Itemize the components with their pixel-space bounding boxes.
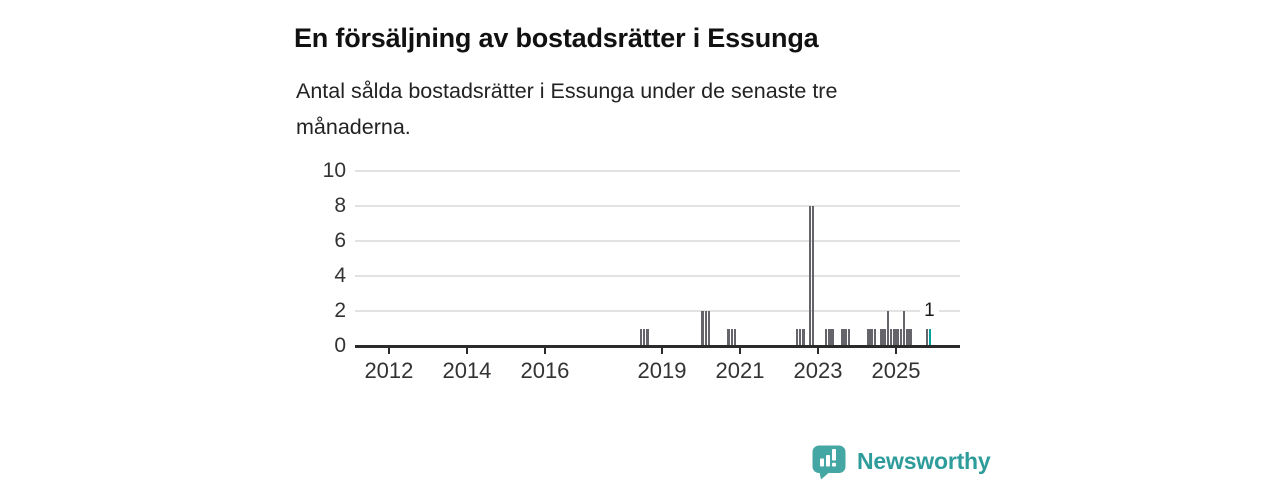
bar (727, 328, 730, 346)
x-axis-tick (817, 347, 819, 354)
subtitle-line-1: Antal sålda bostadsrätter i Essunga unde… (296, 79, 838, 103)
bar (646, 328, 649, 346)
bar (707, 311, 711, 346)
x-axis-label: 2025 (871, 358, 921, 383)
y-axis-label: 10 (322, 159, 346, 182)
bar (795, 328, 799, 346)
bar (841, 328, 844, 346)
x-axis-label: 2023 (793, 358, 843, 383)
x-axis-label: 2019 (637, 358, 687, 383)
bar (733, 328, 737, 346)
bar (893, 328, 896, 346)
x-axis-label: 2016 (520, 358, 570, 383)
bar (798, 328, 802, 346)
brand-wordmark: Newsworthy (857, 448, 991, 474)
gridline-y-4 (355, 275, 960, 277)
bar (828, 328, 831, 346)
bar (730, 328, 734, 346)
bar (844, 328, 847, 346)
x-axis-label: 2012 (364, 358, 414, 383)
bar-highlighted (928, 328, 932, 346)
y-axis-label: 8 (334, 194, 346, 217)
y-axis-label: 4 (334, 264, 346, 287)
bar (925, 328, 929, 346)
x-axis-tick (543, 347, 546, 354)
x-axis-label: 2021 (715, 358, 765, 383)
newsworthy-bars-icon (812, 445, 846, 480)
gridline-y-8 (355, 205, 960, 207)
bar (811, 206, 815, 346)
bar (808, 206, 812, 346)
bar (873, 328, 877, 346)
x-axis-tick (465, 347, 468, 354)
bar (642, 328, 646, 346)
gridline-y-10 (355, 170, 960, 172)
x-axis-tick (739, 347, 741, 354)
chart-subtitle: Antal sålda bostadsrätter i Essunga unde… (296, 73, 996, 145)
y-axis-label: 0 (334, 334, 346, 357)
bar (899, 328, 903, 346)
y-axis-label: 2 (334, 299, 346, 322)
chart-title: En försäljning av bostadsrätter i Essung… (294, 23, 819, 54)
bar (896, 328, 899, 346)
bar (883, 328, 886, 346)
bar (906, 328, 909, 346)
bar (802, 328, 805, 346)
gridline-y-2 (355, 310, 960, 312)
brand-logo: Newsworthy (812, 445, 991, 480)
bar (701, 311, 704, 346)
bar (847, 328, 851, 346)
x-axis-label: 2014 (442, 358, 492, 383)
bar (870, 328, 873, 346)
bar (886, 311, 890, 346)
x-axis-tick (895, 347, 898, 354)
latest-value-label: 1 (920, 299, 939, 322)
bar (831, 328, 834, 346)
x-axis-line (355, 345, 960, 348)
gridline-y-6 (355, 240, 960, 242)
bar (867, 328, 870, 346)
x-axis-tick (660, 347, 663, 354)
bar (704, 311, 708, 346)
bar (880, 328, 883, 346)
y-axis-label: 6 (334, 229, 346, 252)
bar (902, 311, 906, 346)
bar (824, 328, 828, 346)
bar (639, 328, 643, 346)
bar (889, 328, 893, 346)
x-axis-tick (387, 347, 390, 354)
subtitle-line-2: månaderna. (296, 115, 411, 139)
bar (909, 328, 912, 346)
